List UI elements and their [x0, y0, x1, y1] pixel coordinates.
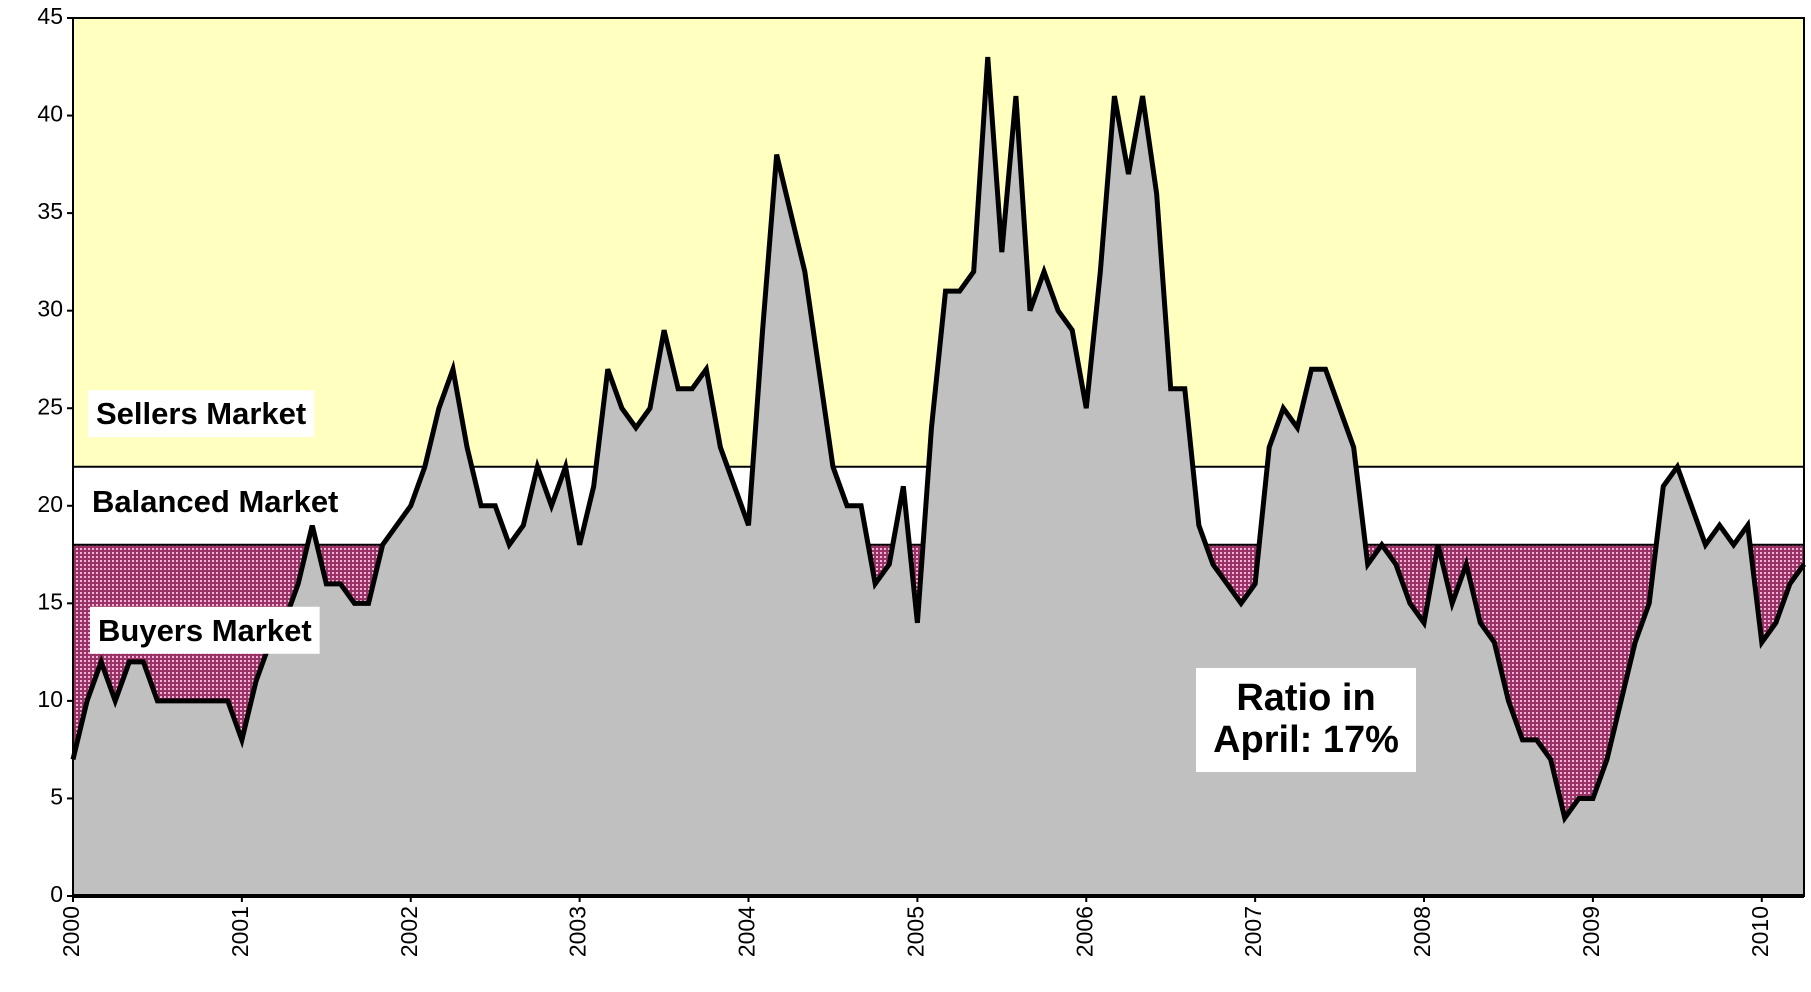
y-tick-label: 30 [37, 296, 63, 322]
y-tick-label: 20 [37, 491, 63, 517]
y-tick-label: 40 [37, 101, 63, 127]
y-tick-label: 15 [37, 588, 63, 614]
y-tick-label: 25 [37, 393, 63, 419]
label-box [90, 606, 320, 654]
x-tick-label: 2005 [902, 906, 928, 957]
y-tick-label: 0 [50, 881, 63, 907]
x-tick-label: 2000 [58, 906, 84, 957]
y-tick-label: 5 [50, 784, 63, 810]
annotation: April: 17% [1213, 719, 1399, 761]
band-label: Buyers Market [98, 613, 312, 648]
x-tick-label: 2004 [734, 906, 760, 957]
label-box [88, 390, 315, 438]
band-label: Balanced Market [92, 484, 338, 519]
x-tick-label: 2001 [227, 906, 253, 957]
annotation: Ratio in [1236, 677, 1375, 719]
line [70, 56, 1807, 824]
x-tick-label: 2002 [396, 906, 422, 957]
y-tick-label: 45 [37, 3, 63, 29]
y-tick-label: 35 [37, 198, 63, 224]
x-tick-label: 2006 [1071, 906, 1097, 957]
x-tick-label: 2003 [565, 906, 591, 957]
x-tick-label: 2009 [1578, 906, 1604, 957]
y-tick-label: 10 [37, 686, 63, 712]
annotation-box [1196, 668, 1416, 772]
band-label: Sellers Market [96, 396, 306, 431]
label-box [84, 478, 347, 526]
x-tick-label: 2007 [1240, 906, 1266, 957]
x-tick-label: 2008 [1409, 906, 1435, 957]
x-tick-label: 2010 [1747, 906, 1773, 957]
